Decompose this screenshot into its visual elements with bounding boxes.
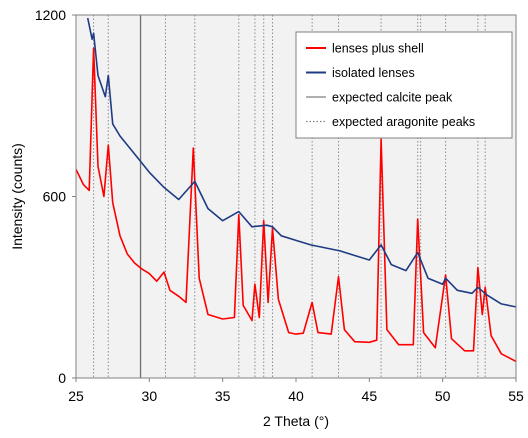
x-tick-label: 25 xyxy=(68,388,84,404)
x-tick-label: 50 xyxy=(435,388,451,404)
x-axis-ticks: 25 30 35 40 45 50 55 xyxy=(68,378,524,404)
x-tick-label: 55 xyxy=(508,388,524,404)
x-tick-label: 30 xyxy=(142,388,158,404)
series-layer xyxy=(76,17,516,363)
legend: lenses plus shell isolated lenses expected… xyxy=(295,31,513,139)
x-tick-label: 35 xyxy=(215,388,231,404)
legend-label: lenses plus shell xyxy=(332,42,424,56)
x-tick-label: 45 xyxy=(362,388,378,404)
y-axis-title: Intensity (counts) xyxy=(9,143,25,250)
y-tick-label: 1200 xyxy=(35,7,66,23)
y-tick-label: 600 xyxy=(43,189,67,205)
x-axis-title: 2 Theta (°) xyxy=(263,413,329,429)
legend-box xyxy=(295,31,513,139)
y-tick-label: 0 xyxy=(58,370,66,386)
series-line-lenses-plus-shell xyxy=(76,47,516,363)
legend-label: expected aragonite peaks xyxy=(332,115,475,129)
series-line-isolated-lenses xyxy=(86,17,516,308)
x-tick-label: 40 xyxy=(288,388,304,404)
y-axis-ticks: 0 600 1200 xyxy=(35,7,76,386)
legend-label: expected calcite peak xyxy=(332,91,453,105)
legend-label: isolated lenses xyxy=(332,66,415,80)
